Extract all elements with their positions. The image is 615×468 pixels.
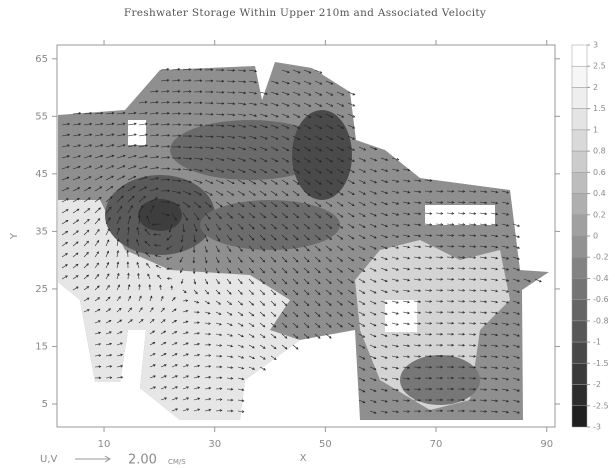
y-axis-label: Y — [9, 232, 20, 240]
colorbar-label: 0 — [593, 232, 598, 241]
x-tick-label: 10 — [98, 439, 111, 450]
colorbar-label: 1.5 — [593, 104, 606, 113]
dark-region — [400, 355, 480, 405]
x-tick-label: 30 — [208, 439, 221, 450]
y-tick-label: 5 — [42, 399, 48, 410]
y-tick-label: 45 — [35, 169, 48, 180]
colorbar-band — [572, 87, 587, 108]
dark-region — [292, 110, 352, 200]
colorbar-label: 3 — [593, 41, 598, 50]
colorbar-label: -3 — [593, 423, 601, 432]
colorbar-label: -1.5 — [593, 359, 609, 368]
colorbar-band — [572, 215, 587, 236]
vector — [293, 345, 298, 349]
colorbar-label: 2 — [593, 83, 598, 92]
colorbar-band — [572, 278, 587, 299]
y-tick-label: 65 — [35, 54, 48, 65]
colorbar-band — [572, 257, 587, 278]
land — [128, 120, 146, 145]
dark-region — [200, 200, 340, 250]
colorbar-label: 0.8 — [593, 147, 606, 156]
colorbar-band — [572, 321, 587, 342]
colorbar-band — [572, 236, 587, 257]
chart: Freshwater Storage Within Upper 210m and… — [0, 0, 615, 468]
vector-key-label: U,V — [40, 454, 57, 465]
colorbar-band — [572, 130, 587, 151]
y-tick-label: 55 — [35, 111, 48, 122]
colorbar-label: 1 — [593, 125, 598, 134]
x-axis-label: X — [300, 453, 307, 464]
y-tick-label: 25 — [35, 284, 48, 295]
colorbar-band — [572, 300, 587, 321]
colorbar-band — [572, 385, 587, 406]
colorbar-band — [572, 45, 587, 66]
colorbar-band — [572, 66, 587, 87]
colorbar-band — [572, 406, 587, 427]
chart-title: Freshwater Storage Within Upper 210m and… — [124, 7, 486, 19]
colorbar-band — [572, 342, 587, 363]
colorbar-label: -2 — [593, 380, 601, 389]
colorbar-band — [572, 109, 587, 130]
y-tick-label: 35 — [35, 226, 48, 237]
colorbar-label: -0.2 — [593, 253, 609, 262]
x-tick-label: 70 — [430, 439, 443, 450]
land — [425, 205, 495, 225]
x-tick-label: 50 — [319, 439, 332, 450]
vector-key-magnitude: 2.00 — [128, 453, 157, 468]
colorbar-label: -2.5 — [593, 401, 609, 410]
colorbar-label: -0.6 — [593, 295, 609, 304]
colorbar-label: 0.2 — [593, 210, 606, 219]
colorbar-band — [572, 363, 587, 384]
colorbar-label: 0.6 — [593, 168, 606, 177]
land — [385, 300, 417, 332]
colorbar-band — [572, 194, 587, 215]
colorbar-label: 0.4 — [593, 189, 606, 198]
colorbar-label: -0.4 — [593, 274, 609, 283]
colorbar-band — [572, 172, 587, 193]
colorbar-label: -0.8 — [593, 316, 609, 325]
vector-key-units: CM/S — [168, 458, 186, 466]
y-tick-label: 15 — [35, 341, 48, 352]
colorbar-band — [572, 151, 587, 172]
x-tick-label: 90 — [540, 439, 553, 450]
field — [58, 62, 549, 420]
colorbar-label: 2.5 — [593, 62, 606, 71]
colorbar-label: -1 — [593, 338, 601, 347]
